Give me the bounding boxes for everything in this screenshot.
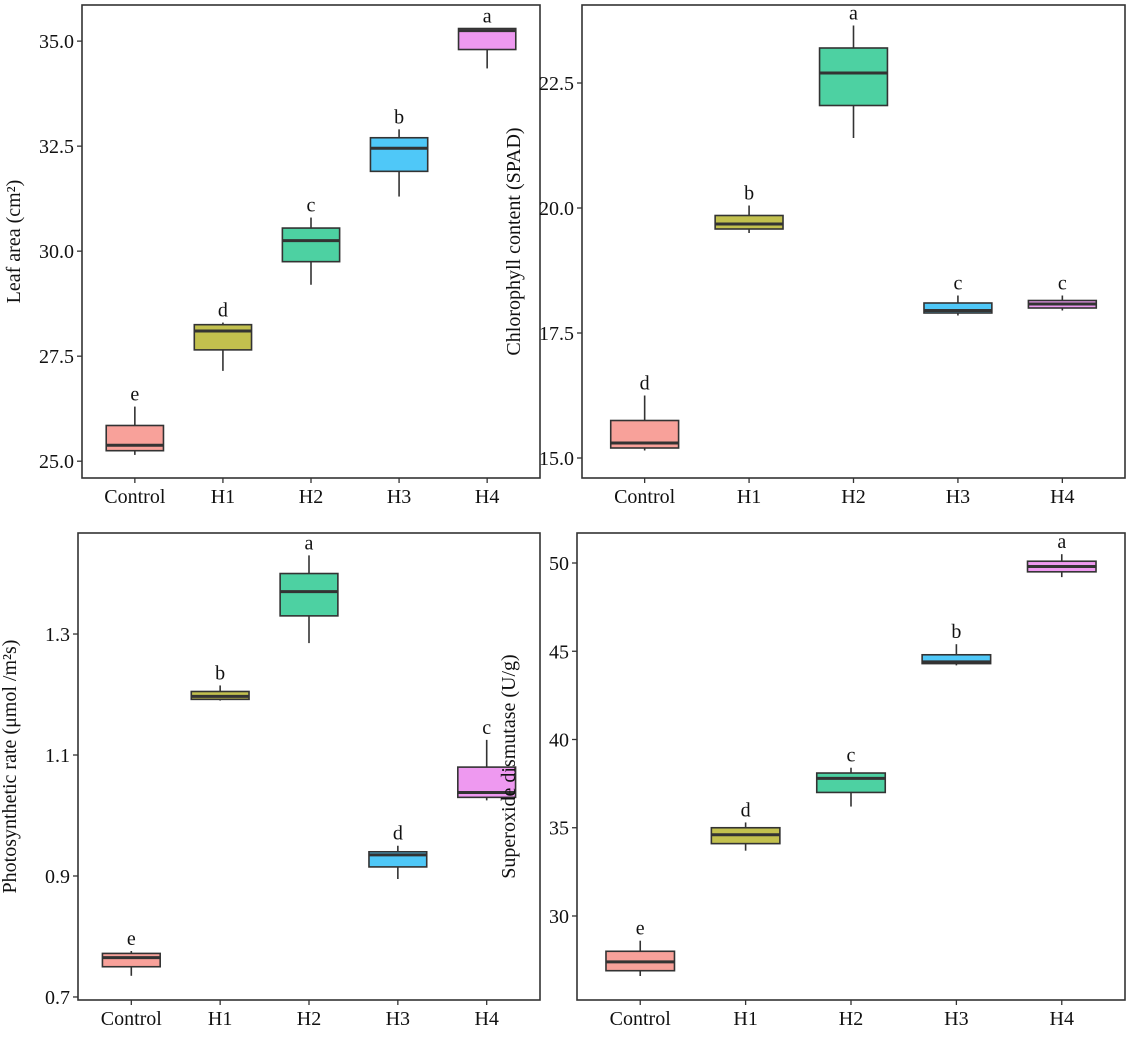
significance-letter: c bbox=[1058, 273, 1067, 295]
x-tick-label: H3 bbox=[386, 1008, 410, 1030]
significance-letter: d bbox=[640, 373, 650, 395]
box-H1 bbox=[193, 323, 253, 351]
box-H3 bbox=[369, 136, 429, 173]
significance-letter: a bbox=[305, 532, 314, 554]
box-H1 bbox=[714, 214, 784, 230]
y-tick-label: 0.7 bbox=[45, 987, 70, 1009]
panel-1: 15.0 17.5 20.0 22.5 Control d H1 b H2 a H3 c H4 c Chlo… bbox=[503, 3, 1126, 508]
y-tick-label: 15.0 bbox=[539, 448, 574, 470]
y-tick-label: 17.5 bbox=[539, 323, 574, 345]
y-tick-label: 40 bbox=[549, 729, 569, 751]
x-tick-label: Control bbox=[104, 486, 166, 508]
box-Control bbox=[105, 424, 165, 452]
x-tick-label: Control bbox=[614, 486, 676, 508]
y-axis-label: Leaf area (cm²) bbox=[3, 180, 25, 304]
x-tick-label: Control bbox=[101, 1008, 163, 1030]
plot-frame bbox=[77, 532, 541, 1001]
y-axis-label: Photosynthetic rate (μmol /m²s) bbox=[0, 640, 21, 894]
x-tick-label: H3 bbox=[946, 486, 970, 508]
box-H2 bbox=[815, 772, 887, 794]
x-tick-label: H3 bbox=[944, 1008, 968, 1030]
y-tick-label: 25.0 bbox=[39, 451, 74, 473]
y-tick-label: 30 bbox=[549, 906, 569, 928]
x-tick-label: H1 bbox=[208, 1008, 232, 1030]
plot-frame bbox=[581, 4, 1126, 479]
box-H4 bbox=[457, 27, 517, 51]
x-tick-label: H1 bbox=[733, 1008, 757, 1030]
x-tick-label: H3 bbox=[387, 486, 411, 508]
x-tick-label: H2 bbox=[297, 1008, 321, 1030]
y-tick-label: 27.5 bbox=[39, 346, 74, 368]
x-tick-label: H1 bbox=[737, 486, 761, 508]
x-tick-label: H4 bbox=[474, 1008, 498, 1030]
y-tick-label: 45 bbox=[549, 641, 569, 663]
panel-3: 30 35 40 45 50 Control e H1 d H2 c H3 b H4 a Superoxide… bbox=[498, 531, 1126, 1030]
significance-letter: e bbox=[127, 928, 136, 950]
significance-letter: c bbox=[847, 745, 856, 767]
x-tick-label: Control bbox=[610, 1008, 672, 1030]
y-axis-label: Superoxide dismutase (U/g) bbox=[498, 654, 520, 878]
y-tick-label: 50 bbox=[549, 553, 569, 575]
x-tick-label: H2 bbox=[299, 486, 323, 508]
significance-letter: c bbox=[482, 717, 491, 739]
box-H2 bbox=[279, 572, 339, 617]
plot-frame bbox=[576, 532, 1126, 1001]
y-tick-label: 0.9 bbox=[45, 866, 70, 888]
significance-letter: e bbox=[636, 918, 645, 940]
y-tick-label: 32.5 bbox=[39, 136, 74, 158]
significance-letter: b bbox=[744, 183, 754, 205]
significance-letter: a bbox=[1057, 531, 1066, 553]
significance-letter: a bbox=[483, 6, 492, 28]
box-H2 bbox=[818, 47, 889, 107]
significance-letter: e bbox=[130, 384, 139, 406]
x-tick-label: H4 bbox=[1050, 1008, 1074, 1030]
x-tick-label: H1 bbox=[211, 486, 235, 508]
y-tick-label: 22.5 bbox=[539, 73, 574, 95]
significance-letter: d bbox=[741, 799, 751, 821]
significance-letter: b bbox=[951, 621, 961, 643]
x-tick-label: H4 bbox=[1050, 486, 1074, 508]
y-tick-label: 35.0 bbox=[39, 31, 74, 53]
y-axis-label: Chlorophyll content (SPAD) bbox=[503, 127, 525, 355]
y-tick-label: 20.0 bbox=[539, 198, 574, 220]
significance-letter: d bbox=[393, 823, 403, 845]
significance-letter: a bbox=[849, 3, 858, 25]
x-tick-label: H2 bbox=[839, 1008, 863, 1030]
panel-2: 0.7 0.9 1.1 1.3 Control e H1 b H2 a H3 d H4 c Photosyn… bbox=[0, 532, 541, 1030]
y-tick-label: 30.0 bbox=[39, 241, 74, 263]
box-H2 bbox=[281, 227, 341, 263]
box-H3 bbox=[921, 653, 992, 665]
panel-0: 25.0 27.5 30.0 32.5 35.0 Control e H1 d H2 c H3 b H4 a… bbox=[3, 4, 541, 508]
x-tick-label: H2 bbox=[841, 486, 865, 508]
box-H3 bbox=[923, 302, 993, 314]
significance-letter: b bbox=[394, 106, 404, 128]
significance-letter: c bbox=[307, 195, 316, 217]
box-Control bbox=[101, 952, 161, 968]
y-tick-label: 1.1 bbox=[45, 745, 70, 767]
significance-letter: b bbox=[215, 662, 225, 684]
x-tick-label: H4 bbox=[475, 486, 499, 508]
y-tick-label: 35 bbox=[549, 818, 569, 840]
significance-letter: c bbox=[953, 273, 962, 295]
significance-letter: d bbox=[218, 300, 228, 322]
y-tick-label: 1.3 bbox=[45, 624, 70, 646]
plot-frame bbox=[81, 4, 541, 479]
